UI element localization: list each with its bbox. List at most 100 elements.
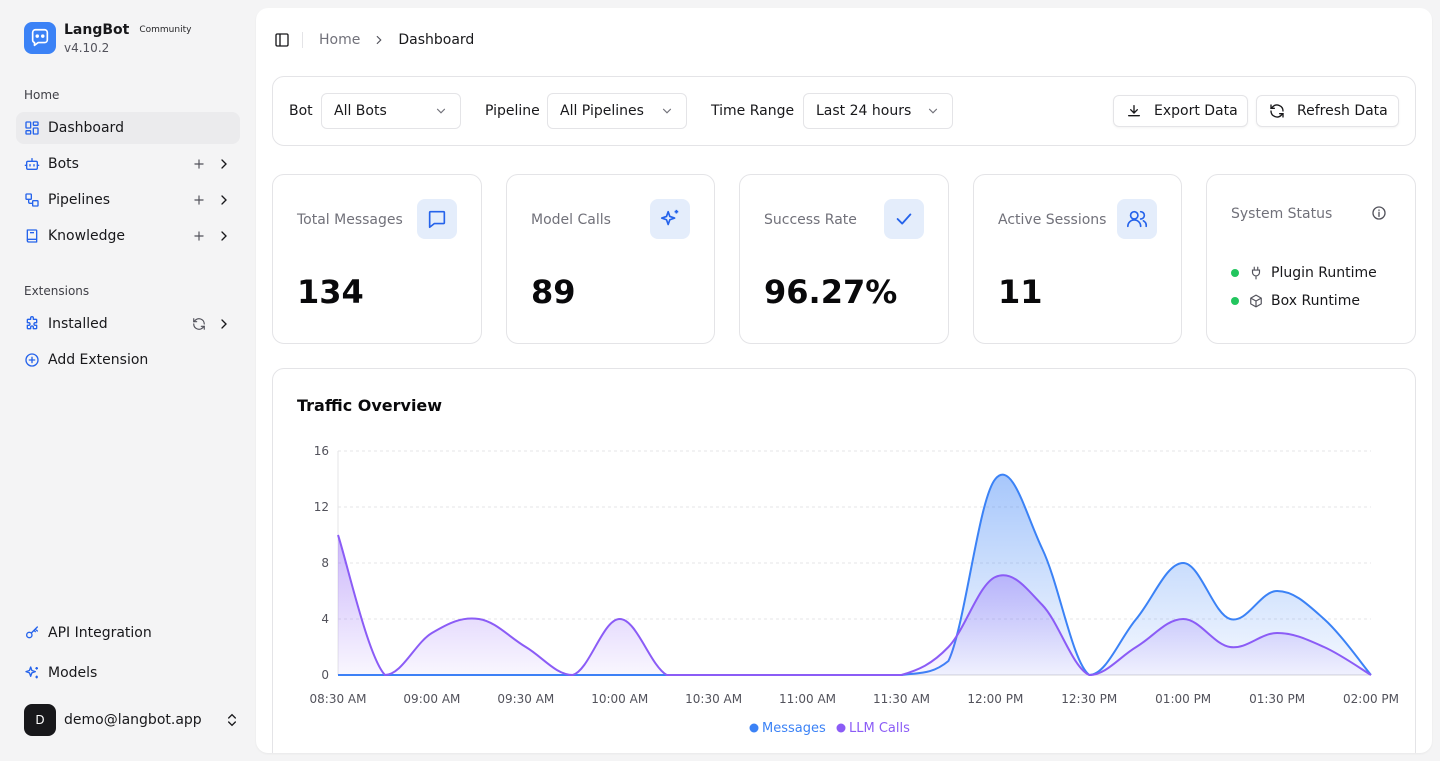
topbar: Home Dashboard [272,28,474,52]
stat-card-success-rate: Success Rate 96.27% [739,174,949,344]
x-tick-label: 11:00 AM [779,692,836,706]
chevron-right-icon[interactable] [216,156,232,172]
stat-value: 89 [531,273,576,311]
y-tick-label: 0 [321,668,329,682]
sidebar-item-bots[interactable]: Bots [16,148,240,180]
check-icon [884,199,924,239]
chevrons-up-down-icon [224,712,240,728]
chart-title: Traffic Overview [297,396,443,415]
stat-title: Total Messages [297,212,403,228]
download-icon [1126,103,1142,119]
bot-filter-label: Bot [289,103,313,119]
y-tick-label: 12 [314,500,329,514]
add-bot-icon[interactable] [191,156,207,172]
x-tick-label: 01:00 PM [1155,692,1211,706]
x-tick-label: 10:30 AM [685,692,742,706]
pipeline-icon [24,192,40,208]
sidebar-item-label: Bots [48,156,79,172]
extensions-section-label: Extensions [24,284,90,298]
time-range-select[interactable]: Last 24 hours [803,93,953,129]
refresh-icon [1269,103,1285,119]
traffic-chart: 0 4 8 12 16 08:30 AM 09:00 AM 09:30 AM 10:00 AM 1… [310,444,1399,736]
sidebar-item-label: Installed [48,316,108,332]
sidebar-item-label: Pipelines [48,192,111,208]
status-label: Plugin Runtime [1271,265,1377,281]
sidebar-item-api-integration[interactable]: API Integration [16,617,240,649]
stat-card-model-calls: Model Calls 89 [506,174,715,344]
chevron-down-icon [660,104,674,118]
status-label: Box Runtime [1271,293,1360,309]
sidebar-item-label: API Integration [48,625,152,641]
stat-title: Active Sessions [998,212,1107,228]
stat-title: Success Rate [764,212,857,228]
bot-select[interactable]: All Bots [321,93,461,129]
topbar-divider [302,32,303,48]
brand[interactable]: LangBot Community v4.10.2 [24,22,191,55]
series-area-llm-calls [338,535,1371,675]
bot-select-value: All Bots [334,103,387,119]
x-tick-label: 10:00 AM [591,692,648,706]
sidebar-item-knowledge[interactable]: Knowledge [16,220,240,252]
plug-icon [1249,266,1263,280]
brand-version: v4.10.2 [64,41,110,55]
x-tick-label: 12:00 PM [967,692,1023,706]
x-tick-label: 02:00 PM [1343,692,1399,706]
sidebar-item-models[interactable]: Models [16,657,240,689]
filter-bar: Bot All Bots Pipeline All Pipelines Time… [272,76,1416,146]
status-item-plugin-runtime: Plugin Runtime [1231,263,1377,283]
chevron-right-icon[interactable] [216,316,232,332]
sidebar-item-label: Knowledge [48,228,125,244]
export-data-label: Export Data [1154,103,1238,119]
pipeline-select-value: All Pipelines [560,103,644,119]
y-tick-label: 8 [321,556,329,570]
stat-card-total-messages: Total Messages 134 [272,174,482,344]
sparkles-icon [650,199,690,239]
stat-value: 11 [998,273,1043,311]
x-tick-label: 12:30 PM [1061,692,1117,706]
sidebar-item-pipelines[interactable]: Pipelines [16,184,240,216]
home-section-label: Home [24,88,60,102]
chevron-right-icon [372,33,386,47]
user-menu[interactable]: D demo@langbot.app [24,704,240,736]
system-status-title: System Status [1231,206,1333,222]
message-icon [417,199,457,239]
breadcrumb-current: Dashboard [398,32,475,48]
stat-value: 134 [297,273,364,311]
brand-badge: Community [139,25,192,35]
status-dot [1231,269,1239,277]
brand-name: LangBot [64,22,130,38]
legend-swatch [749,723,759,733]
sidebar-toggle-icon[interactable] [274,32,290,48]
sidebar-item-dashboard[interactable]: Dashboard [16,112,240,144]
bot-icon [24,156,40,172]
series-line-llm-calls [337,534,1372,677]
refresh-data-label: Refresh Data [1297,103,1388,119]
plus-circle-icon [24,352,40,368]
main-panel: Home Dashboard Bot All Bots Pipeline All… [256,8,1432,753]
add-pipeline-icon[interactable] [191,192,207,208]
x-tick-label: 01:30 PM [1249,692,1305,706]
pipeline-select[interactable]: All Pipelines [547,93,687,129]
book-icon [24,228,40,244]
refresh-data-button[interactable]: Refresh Data [1256,95,1399,127]
time-range-label: Time Range [711,103,795,119]
avatar: D [24,704,56,736]
y-tick-label: 16 [314,444,329,458]
refresh-extensions-icon[interactable] [191,316,207,332]
breadcrumb-home[interactable]: Home [319,32,361,48]
sidebar-item-installed[interactable]: Installed [16,308,240,340]
export-data-button[interactable]: Export Data [1113,95,1248,127]
sidebar-item-label: Add Extension [48,352,149,368]
add-knowledge-icon[interactable] [191,228,207,244]
y-tick-label: 4 [321,612,329,626]
box-icon [1249,294,1263,308]
chevron-right-icon[interactable] [216,228,232,244]
legend-label: LLM Calls [849,721,910,736]
chevron-right-icon[interactable] [216,192,232,208]
stat-value: 96.27% [764,273,898,311]
sidebar-item-label: Models [48,665,98,681]
sidebar-item-add-extension[interactable]: Add Extension [16,344,240,376]
info-icon[interactable] [1371,205,1387,221]
stat-title: Model Calls [531,212,611,228]
langbot-logo-icon [24,22,56,54]
